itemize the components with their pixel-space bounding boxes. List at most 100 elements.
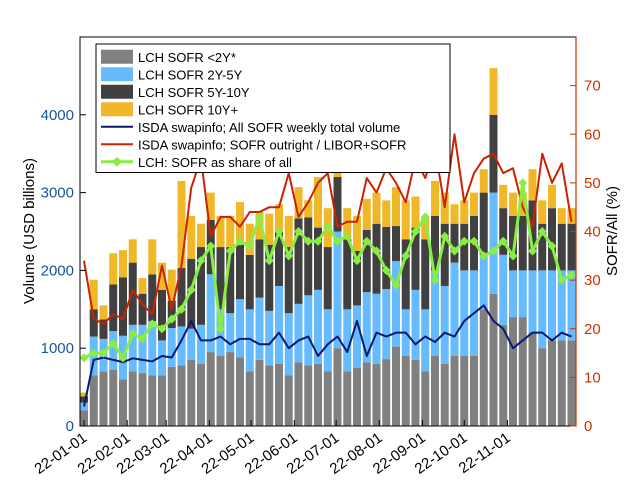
marker-lch_share-48 — [547, 241, 557, 251]
marker-lch_share-41 — [479, 251, 489, 261]
left-tick-label-3: 3000 — [41, 185, 74, 202]
bar-y5_10-32 — [392, 226, 400, 262]
legend-swatch-y10p — [101, 102, 133, 117]
bar-y2_5-23 — [304, 295, 313, 366]
left-tick-label-4: 4000 — [41, 107, 74, 124]
bar-y2_5-44 — [509, 270, 517, 318]
bar-y2_5-47 — [538, 270, 547, 349]
bar-y10p-2 — [99, 305, 108, 320]
legend-label-lch_share: LCH: SOFR as share of all — [138, 155, 292, 170]
bar-y5_10-2 — [99, 319, 108, 339]
bar-y10p-13 — [206, 192, 215, 220]
bar-y2_5-42 — [489, 192, 498, 294]
bar-y2_5-35 — [421, 309, 430, 372]
marker-lch_share-12 — [196, 256, 206, 266]
bar-y2_5-21 — [284, 313, 293, 376]
legend-label-outright_share: ISDA swapinfo; SOFR outright / LIBOR+SOF… — [138, 137, 406, 152]
lines-layer — [79, 133, 576, 407]
bar-lt2y-37 — [440, 363, 449, 426]
marker-lch_share-38 — [450, 246, 459, 256]
bar-y5_10-23 — [304, 217, 313, 296]
bar-y5_10-22 — [294, 218, 303, 304]
right-tick-label-4: 40 — [584, 224, 601, 241]
bar-y5_10-19 — [265, 244, 274, 311]
left-tick-label-0: 0 — [66, 418, 74, 435]
bar-y10p-33 — [401, 200, 410, 240]
x-axis: 22-01-0122-02-0122-03-0122-04-0122-05-01… — [31, 420, 514, 478]
bar-lt2y-50 — [567, 340, 576, 426]
bar-y5_10-12 — [197, 247, 205, 325]
bar-lt2y-35 — [421, 371, 430, 426]
bar-y10p-27 — [343, 208, 352, 240]
bar-y10p-10 — [177, 180, 186, 269]
bar-y5_10-49 — [557, 223, 566, 271]
marker-lch_share-42 — [489, 246, 498, 256]
bar-y2_5-26 — [333, 231, 342, 349]
bar-y5_10-17 — [245, 254, 254, 310]
marker-lch_share-22 — [294, 227, 303, 236]
left-axis: 0 1000 2000 3000 4000 — [41, 107, 86, 435]
bar-y2_5-10 — [177, 326, 186, 366]
bar-y2_5-18 — [255, 297, 264, 360]
legend: LCH SOFR <2Y* LCH SOFR 2Y-5Y LCH SOFR 5Y-1… — [95, 43, 451, 173]
bar-y5_10-10 — [177, 268, 186, 327]
bar-y10p-7 — [148, 239, 157, 275]
bar-y2_5-48 — [548, 270, 556, 341]
bar-lt2y-0 — [80, 410, 88, 426]
marker-lch_share-27 — [342, 231, 352, 241]
bar-lt2y-3 — [109, 369, 118, 426]
bar-y5_10-38 — [450, 223, 459, 263]
bar-y5_10-6 — [138, 293, 147, 325]
bar-y10p-28 — [353, 215, 361, 251]
bar-y2_5-36 — [431, 270, 439, 356]
bar-lt2y-17 — [245, 371, 254, 426]
bar-lt2y-39 — [460, 355, 469, 426]
bar-lt2y-2 — [99, 371, 108, 426]
bar-y10p-14 — [216, 215, 225, 248]
bar-y10p-9 — [167, 269, 176, 301]
bar-y5_10-31 — [382, 226, 391, 290]
bar-y2_5-8 — [158, 340, 166, 376]
bar-lt2y-34 — [411, 359, 420, 426]
line-outright_share — [83, 133, 573, 325]
right-tick-label-6: 60 — [584, 126, 601, 143]
bar-y10p-43 — [499, 184, 508, 209]
bar-lt2y-1 — [89, 375, 98, 426]
left-tick-label-2: 2000 — [41, 262, 74, 279]
bar-y10p-39 — [460, 200, 469, 224]
bar-y5_10-37 — [440, 223, 449, 286]
bar-y2_5-38 — [450, 262, 459, 356]
marker-lch_share-21 — [284, 251, 294, 261]
bar-lt2y-9 — [167, 366, 176, 426]
bar-y5_10-21 — [284, 247, 293, 314]
bar-y10p-38 — [450, 204, 459, 224]
marker-lch_share-17 — [245, 241, 255, 251]
bar-lt2y-31 — [382, 359, 391, 426]
bar-y10p-6 — [138, 278, 147, 294]
legend-label-y10p: LCH SOFR 10Y+ — [138, 102, 238, 117]
bar-lt2y-40 — [470, 355, 478, 426]
legend-label-weekly_total: ISDA swapinfo; All SOFR weekly total vol… — [138, 120, 400, 135]
legend-swatch-lt2y — [101, 49, 133, 64]
bar-y10p-5 — [128, 239, 137, 263]
bar-y5_10-50 — [567, 223, 576, 271]
marker-lch_share-2 — [99, 348, 108, 358]
marker-lch_share-9 — [167, 314, 177, 324]
bar-lt2y-33 — [401, 355, 410, 426]
marker-lch_share-36 — [430, 275, 440, 285]
marker-lch_share-10 — [177, 304, 186, 314]
bar-lt2y-46 — [528, 332, 537, 426]
bar-y10p-23 — [304, 200, 313, 218]
bar-lt2y-5 — [128, 371, 137, 426]
bar-y5_10-18 — [255, 239, 264, 298]
bar-lt2y-23 — [304, 365, 313, 426]
marker-lch_share-31 — [381, 265, 391, 275]
bar-y2_5-37 — [440, 285, 449, 364]
bar-y5_10-33 — [401, 239, 410, 310]
legend-box — [95, 43, 451, 173]
right-tick-label-5: 50 — [584, 175, 601, 192]
bar-y5_10-45 — [518, 215, 527, 271]
bar-lt2y-24 — [314, 363, 322, 426]
marker-lch_share-28 — [352, 256, 362, 266]
